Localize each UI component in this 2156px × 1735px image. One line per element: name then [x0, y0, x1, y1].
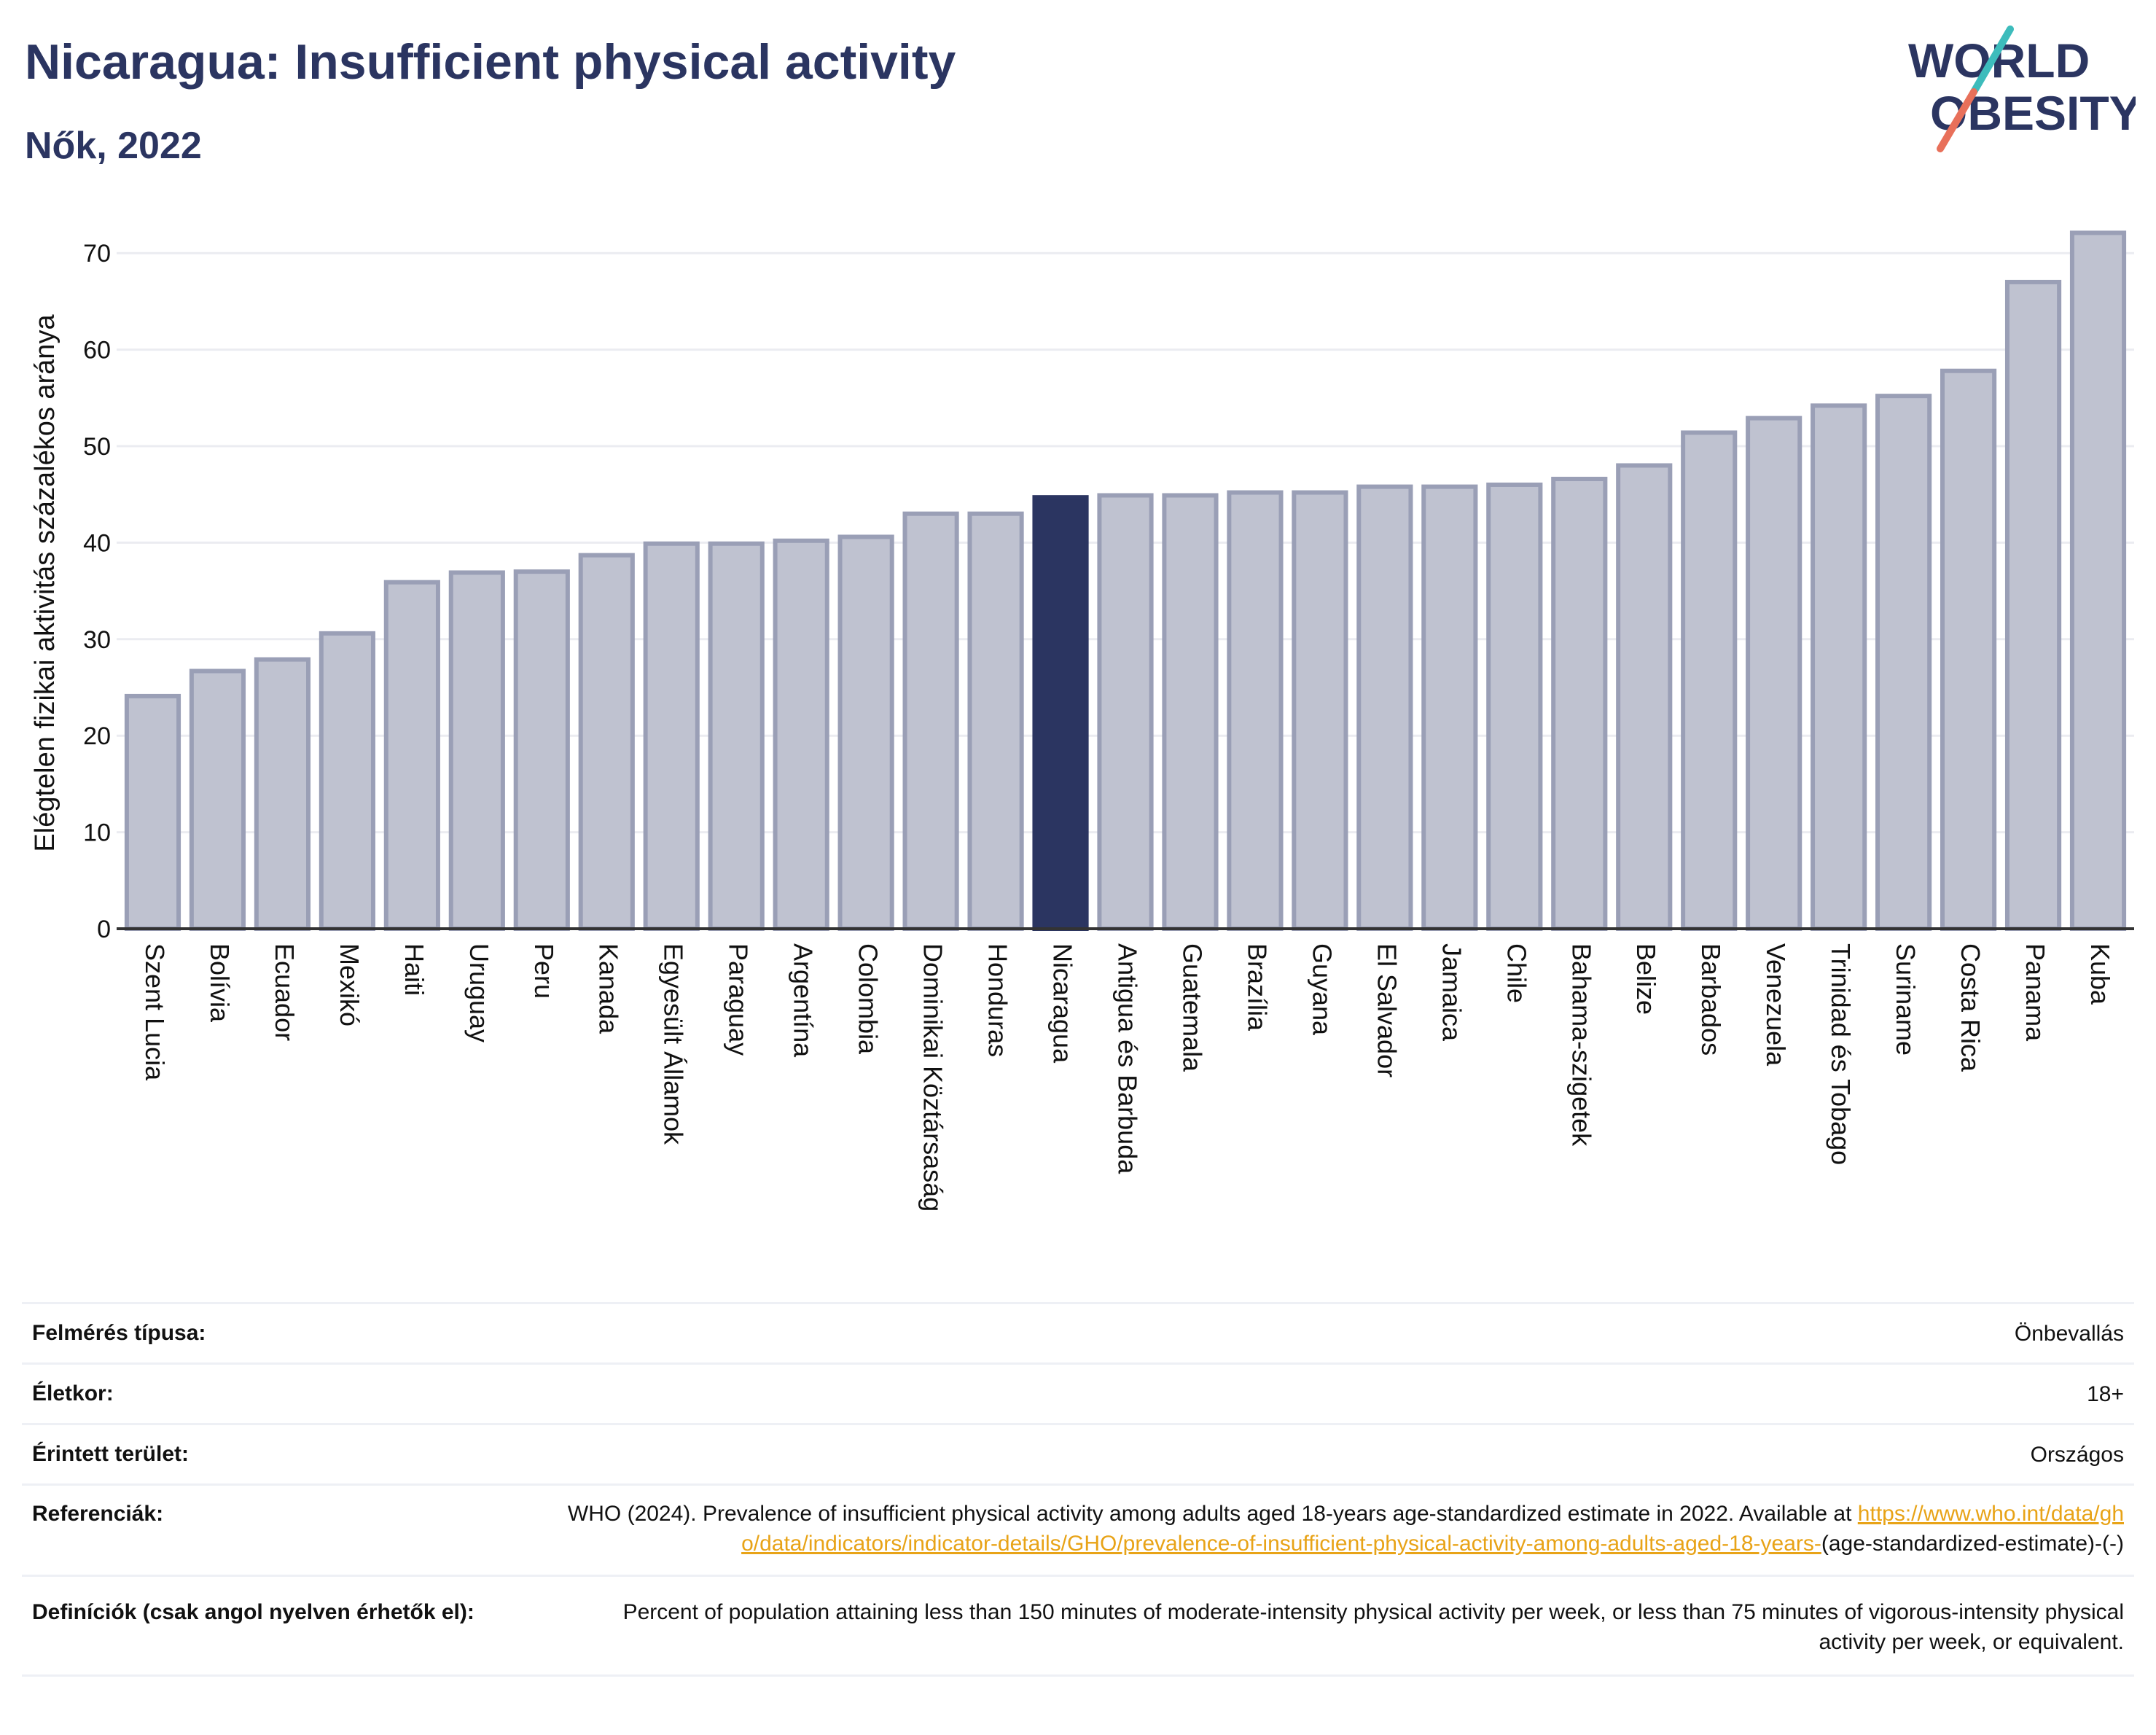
bar: [1875, 394, 1932, 931]
bars: [124, 230, 2127, 932]
x-tick-label: Ecuador: [270, 943, 300, 1041]
world-obesity-logo: WORLD OBESITY: [1908, 26, 2136, 152]
x-tick-label: Mexikó: [335, 943, 364, 1026]
bar: [1940, 368, 1997, 931]
bar: [1162, 493, 1219, 931]
references-label: Referenciák:: [32, 1502, 164, 1526]
definitions-label: Definíciók (csak angol nyelven érhetők e…: [32, 1600, 474, 1624]
x-tick-label: Suriname: [1891, 943, 1921, 1056]
x-tick-label: Dominikai Köztársaság: [918, 943, 948, 1212]
bar: [1032, 495, 1089, 931]
page-subtitle: Nők, 2022: [25, 125, 202, 167]
y-tick-label: 0: [97, 916, 111, 943]
age-value: 18+: [2087, 1381, 2124, 1406]
x-tick-label: Belize: [1631, 943, 1661, 1015]
bar: [319, 631, 375, 932]
references-text: WHO (2024). Prevalence of insufficient p…: [567, 1502, 1858, 1526]
bar: [1486, 482, 1543, 931]
references-tail: (age-standardized-estimate)-(-): [1821, 1532, 2124, 1556]
x-axis-labels: Szent Lucia Bolívia Ecuador Mexikó Haiti Urug…: [140, 943, 2115, 1212]
bar: [1616, 463, 1673, 931]
survey-type-value: Önbevallás: [2014, 1321, 2124, 1346]
bar: [1227, 490, 1284, 931]
bar: [1421, 484, 1478, 931]
x-tick-label: Antigua és Barbuda: [1112, 943, 1142, 1174]
references-value: WHO (2024). Prevalence of insufficient p…: [557, 1499, 2124, 1559]
y-axis-ticks: 0 10 20 30 40 50 60 70: [83, 240, 111, 943]
x-tick-label: Paraguay: [724, 943, 754, 1056]
x-tick-label: Brazília: [1242, 943, 1272, 1032]
y-tick-label: 10: [83, 819, 111, 847]
bar: [967, 511, 1024, 931]
logo-slash-coral: [1937, 88, 1977, 152]
x-tick-label: Nicaragua: [1048, 943, 1078, 1064]
y-tick-label: 70: [83, 240, 111, 268]
bar: [773, 538, 829, 931]
bar-chart: 0 10 20 30 40 50 60 70 Szent Lucia Bolívia Ecuado…: [30, 230, 2134, 1212]
y-tick-label: 30: [83, 626, 111, 654]
bar: [2069, 230, 2127, 931]
page-title: Nicaragua: Insufficient physical activit…: [25, 34, 956, 90]
bar: [2004, 279, 2062, 932]
x-tick-label: Guyana: [1307, 943, 1337, 1036]
logo-slash-teal: [1970, 26, 2014, 95]
bar: [448, 570, 505, 931]
x-tick-label: Panama: [2020, 943, 2050, 1042]
x-tick-label: Uruguay: [464, 943, 494, 1042]
info-row-area: Érintett terület: Országos: [22, 1423, 2134, 1483]
bar: [383, 580, 440, 932]
bar: [902, 511, 959, 931]
bar: [578, 553, 635, 931]
bar: [1356, 484, 1413, 931]
x-tick-label: Peru: [529, 943, 559, 999]
y-tick-label: 50: [83, 433, 111, 461]
y-tick-label: 20: [83, 722, 111, 750]
x-tick-label: Argentína: [789, 943, 819, 1058]
info-row-definitions: Definíciók (csak angol nyelven érhetők e…: [22, 1575, 2134, 1677]
y-axis-label: Elégtelen fizikai aktivitás százalékos a…: [30, 314, 60, 852]
x-tick-label: Kanada: [594, 943, 624, 1034]
x-tick-label: Venezuela: [1761, 943, 1791, 1067]
bar: [1292, 490, 1348, 931]
y-tick-label: 40: [83, 529, 111, 557]
x-tick-label: El Salvador: [1372, 943, 1402, 1077]
bar: [837, 534, 894, 931]
x-tick-label: Barbados: [1696, 943, 1726, 1056]
area-label: Érintett terület:: [32, 1442, 190, 1466]
references-link[interactable]: https://www.who.int/data/gho/data/indica…: [741, 1502, 2124, 1556]
x-tick-label: Costa Rica: [1956, 943, 1985, 1072]
info-row-references: Referenciák: WHO (2024). Prevalence of i…: [22, 1483, 2134, 1575]
x-tick-label: Haiti: [399, 943, 429, 996]
x-tick-label: Chile: [1501, 943, 1531, 1003]
x-tick-label: Kuba: [2085, 943, 2115, 1005]
x-tick-label: Szent Lucia: [140, 943, 170, 1081]
bar: [189, 668, 246, 931]
x-tick-label: Guatemala: [1177, 943, 1207, 1072]
x-tick-label: Egyesült Államok: [659, 943, 689, 1145]
bar: [513, 569, 570, 931]
x-tick-label: Bahama-szigetek: [1566, 943, 1596, 1147]
bar: [1811, 403, 1867, 931]
bar: [254, 657, 311, 931]
bar: [1551, 477, 1608, 931]
y-tick-label: 60: [83, 337, 111, 364]
bar: [1746, 416, 1802, 931]
info-table: Felmérés típusa: Önbevallás Életkor: 18+…: [22, 1302, 2134, 1677]
bar: [643, 541, 700, 931]
age-label: Életkor:: [32, 1381, 114, 1405]
definitions-value: Percent of population attaining less tha…: [622, 1600, 2124, 1654]
bar: [1681, 430, 1738, 931]
x-tick-label: Trinidad és Tobago: [1826, 943, 1856, 1165]
area-value: Országos: [2030, 1442, 2124, 1467]
bar: [124, 693, 181, 932]
x-tick-label: Honduras: [983, 943, 1013, 1057]
info-row-survey: Felmérés típusa: Önbevallás: [22, 1302, 2134, 1362]
x-tick-label: Jamaica: [1437, 943, 1466, 1042]
info-row-age: Életkor: 18+: [22, 1362, 2134, 1423]
x-tick-label: Colombia: [854, 943, 883, 1055]
survey-type-label: Felmérés típusa:: [32, 1321, 206, 1345]
bar: [708, 541, 765, 931]
bar: [1097, 493, 1154, 931]
x-tick-label: Bolívia: [205, 943, 235, 1023]
